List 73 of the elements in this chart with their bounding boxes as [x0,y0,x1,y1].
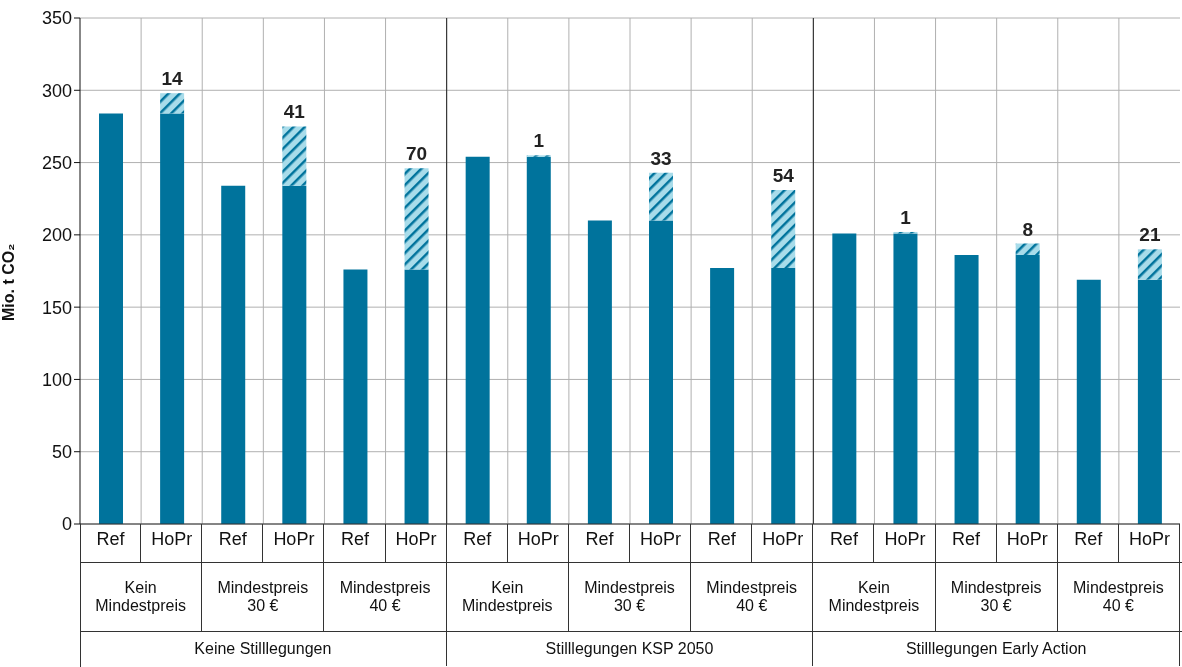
bar [954,255,979,524]
bar [282,126,307,186]
text: Kein Mindestpreis [80,563,203,631]
x-tick-label: Ref [340,528,370,549]
x-tick-label: Ref [96,528,126,549]
x-tick-label: Ref [463,528,493,549]
x-tick-label: HoPr [517,528,559,549]
x-tick-label: Ref [707,528,737,549]
bar [832,233,857,524]
x-tick-label: Ref [218,528,248,549]
bar [404,168,429,270]
x-tick-label: HoPr [151,528,193,549]
text: Mindestpreis 40 € [691,563,814,631]
y-tick-label: 0 [61,514,72,535]
bar [587,220,612,524]
data-label: 21 [1139,224,1161,246]
y-tick-label: 300 [41,80,72,101]
text: Mindestpreis 40 € [324,563,447,631]
bar [221,185,246,524]
data-label: 1 [533,130,545,152]
data-label: 14 [161,68,184,90]
data-label: 33 [650,147,672,169]
text: Kein Mindestpreis [813,563,936,631]
bar [1137,279,1162,524]
x-tick-label: Ref [1074,528,1104,549]
bar [771,190,796,269]
x-tick-label: HoPr [884,528,926,549]
data-label: 1 [900,206,912,228]
x-tick-label: HoPr [1006,528,1048,549]
text: Mindestpreis 30 € [935,563,1058,631]
data-label: 70 [405,143,428,165]
bar [160,93,185,114]
data-label: 41 [283,101,306,123]
text: Stilllegungen KSP 2050 [446,632,814,666]
x-tick-label: HoPr [395,528,437,549]
y-tick-label: 150 [41,297,72,318]
bar [282,185,307,524]
text: Mindestpreis 30 € [568,563,692,631]
bar [526,156,551,524]
bar [649,220,673,524]
x-tick-label: HoPr [1128,528,1170,549]
bar [160,113,185,524]
bar [1015,255,1040,524]
bar [771,268,796,524]
x-tick-label: Ref [585,528,615,549]
y-tick-label: 250 [41,152,72,173]
y-tick-label: 50 [51,442,72,463]
text: Kein Mindestpreis [446,563,569,631]
text: Stilllegungen Early Action [813,632,1180,666]
x-tick-label: Ref [952,528,982,549]
bar [649,172,673,221]
bar [99,113,123,524]
text: Mindestpreis 40 € [1057,563,1180,631]
bar [1076,279,1101,524]
x-tick-label: HoPr [640,528,682,549]
x-tick-label: HoPr [273,528,315,549]
x-tick-label: HoPr [762,528,804,549]
text: Mindestpreis 30 € [202,563,325,631]
bar [343,269,368,524]
bar [1137,249,1162,280]
y-tick-label: 350 [41,8,72,29]
y-axis-title: Mio. t CO₂ [0,243,17,321]
bar [404,269,429,524]
y-tick-label: 200 [41,225,72,246]
bar [465,156,490,524]
data-label: 8 [1022,218,1033,240]
x-tick-label: Ref [829,528,859,549]
bar [710,268,735,524]
y-tick-label: 100 [41,369,72,390]
data-label: 54 [772,165,795,187]
bar [1015,243,1040,256]
text: Keine Stilllegungen [80,632,447,666]
bar [893,233,918,524]
